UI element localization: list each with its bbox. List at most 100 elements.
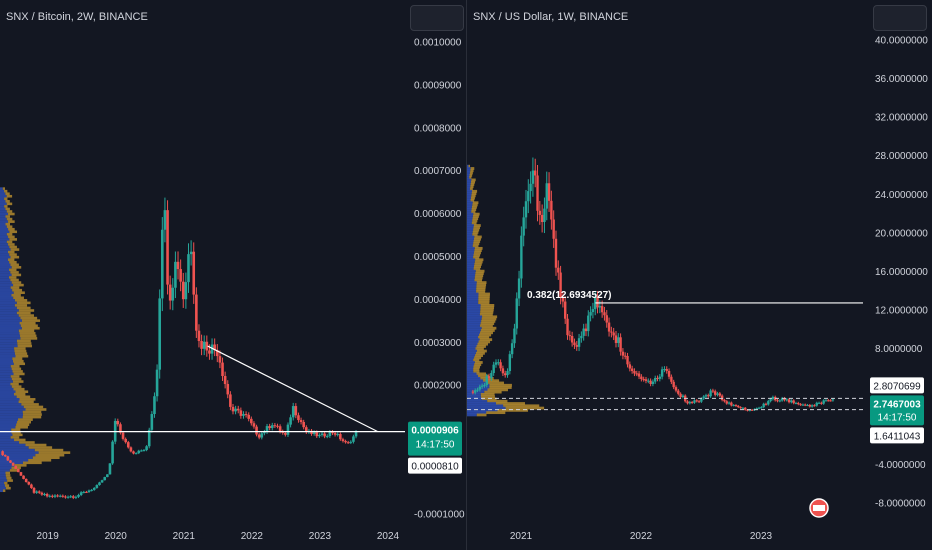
left-volume-profile-down-bar: [12, 433, 23, 437]
left-volume-profile-down-bar: [22, 410, 42, 414]
left-volume-profile-up-bar: [0, 342, 18, 345]
right-candle-body: [704, 395, 708, 397]
right-volume-profile-down-bar: [487, 388, 508, 392]
left-volume-profile-up-bar: [0, 476, 7, 480]
left-volume-profile-down-bar: [16, 306, 31, 310]
right-volume-profile-up-bar: [467, 164, 469, 168]
left-chart-svg[interactable]: 0.0010000 0.0009000 0.0008000 0.0007000 0.00…: [0, 0, 466, 550]
right-volume-profile-down-bar: [474, 262, 482, 266]
right-candle-body: [827, 400, 830, 402]
right-volume-profile-up-bar: [467, 173, 470, 177]
left-volume-profile-up-bar: [0, 329, 19, 333]
left-candle-body: [85, 491, 88, 493]
left-candle-body: [14, 465, 18, 469]
panel-divider[interactable]: [466, 0, 467, 550]
left-candle-body: [252, 423, 256, 427]
right-volume-profile-up-bar: [467, 372, 477, 376]
left-candle-body: [297, 415, 300, 421]
left-candle-body: [77, 494, 80, 497]
right-candle-body: [589, 312, 592, 316]
left-volume-profile-down-bar: [10, 286, 20, 289]
left-candle-body: [121, 432, 125, 439]
left-volume-profile-down-bar: [14, 352, 28, 355]
left-volume-profile-up-bar: [0, 443, 26, 447]
right-candle-body: [644, 379, 648, 381]
right-candle-body: [755, 408, 758, 410]
left-candle-body: [270, 425, 274, 429]
left-candle-body: [215, 350, 219, 357]
right-current-price-tag: [870, 395, 924, 426]
left-volume-profile-up-bar: [0, 387, 14, 391]
left-volume-profile-up-bar: [0, 418, 19, 421]
right-candle-body: [783, 398, 786, 401]
left-candle-body: [100, 480, 104, 483]
right-y-tick-label: 28.0000000: [875, 151, 928, 162]
right-volume-profile-down-bar: [469, 176, 472, 180]
left-volume-profile-down-bar: [25, 443, 47, 447]
right-volume-profile-down-bar: [475, 269, 485, 273]
right-volume-profile-down-bar: [471, 192, 477, 195]
left-candle-body: [320, 433, 324, 435]
left-current-price-value: 0.0000906: [411, 426, 459, 437]
right-volume-profile-up-bar: [467, 240, 474, 243]
right-volume-profile-down-bar: [469, 173, 473, 177]
right-volume-profile-up-bar: [467, 290, 477, 294]
left-candle-body: [276, 425, 279, 427]
left-volume-profile-down-bar: [23, 413, 42, 416]
right-volume-profile-up-bar: [467, 265, 474, 269]
left-candle-body: [349, 441, 353, 443]
right-volume-profile-down-bar: [474, 246, 483, 250]
right-candle-body: [476, 389, 479, 391]
right-chart-svg[interactable]: 40.0000000 36.0000000 32.0000000 28.0000000…: [467, 0, 932, 550]
left-volume-profile-down-bar: [5, 207, 10, 211]
right-volume-profile-up-bar: [467, 342, 478, 346]
right-candle-body: [734, 405, 738, 407]
left-volume-profile-down-bar: [21, 326, 40, 330]
right-candle-body: [485, 376, 488, 386]
left-candle-body: [137, 450, 141, 454]
left-volume-profile-down-bar: [21, 403, 39, 406]
left-candle-body: [142, 450, 146, 452]
right-volume-profile-down-bar: [473, 212, 480, 216]
left-candle-body: [98, 482, 101, 486]
right-candle-body: [711, 390, 715, 392]
right-candle-body: [764, 403, 768, 405]
left-candle-body: [17, 468, 20, 473]
left-volume-profile-up-bar: [0, 380, 13, 383]
right-volume-profile-up-bar: [467, 246, 475, 250]
left-volume-profile-up-bar: [0, 273, 12, 277]
right-chart-settings-button[interactable]: [873, 5, 927, 31]
left-chart-panel[interactable]: 0.0010000 0.0009000 0.0008000 0.0007000 0.00…: [0, 0, 466, 550]
right-candle-body: [760, 407, 763, 409]
right-volume-profile-up-bar: [467, 283, 477, 287]
left-volume-profile-up-bar: [0, 314, 19, 317]
right-volume-profile-down-bar: [476, 288, 486, 291]
left-volume-profile-up-bar: [0, 187, 3, 190]
right-candle-body: [513, 328, 516, 344]
left-volume-profile-up-bar: [0, 474, 6, 477]
left-candle-body: [45, 493, 49, 497]
right-volume-profile-up-bar: [467, 267, 474, 271]
left-volume-profile-down-bar: [12, 359, 24, 363]
right-volume-profile-up-bar: [467, 258, 476, 262]
left-candle-body: [56, 495, 59, 497]
left-candle-body: [32, 487, 36, 493]
right-volume-profile-down-bar: [478, 294, 490, 298]
right-y-tick-label: 24.0000000: [875, 190, 928, 201]
right-chart-panel[interactable]: 40.0000000 36.0000000 32.0000000 28.0000000…: [467, 0, 932, 550]
left-volume-profile-down-bar: [5, 486, 11, 490]
left-x-tick-label: 2021: [173, 531, 196, 542]
left-candle-body: [289, 417, 292, 425]
right-volume-profile-down-bar: [472, 230, 479, 234]
left-volume-profile-down-bar: [11, 385, 22, 388]
right-candle-body: [748, 409, 752, 411]
left-candle-body: [197, 330, 201, 341]
left-candle-body: [250, 418, 253, 424]
right-volume-profile-down-bar: [470, 196, 475, 200]
left-y-tick-label: 0.0002000: [414, 381, 462, 392]
left-chart-settings-button[interactable]: [410, 5, 464, 31]
left-volume-profile-down-bar: [13, 387, 25, 391]
left-candle-body: [302, 421, 305, 428]
left-candle-body: [35, 491, 38, 493]
right-volume-profile-down-bar: [481, 326, 497, 330]
